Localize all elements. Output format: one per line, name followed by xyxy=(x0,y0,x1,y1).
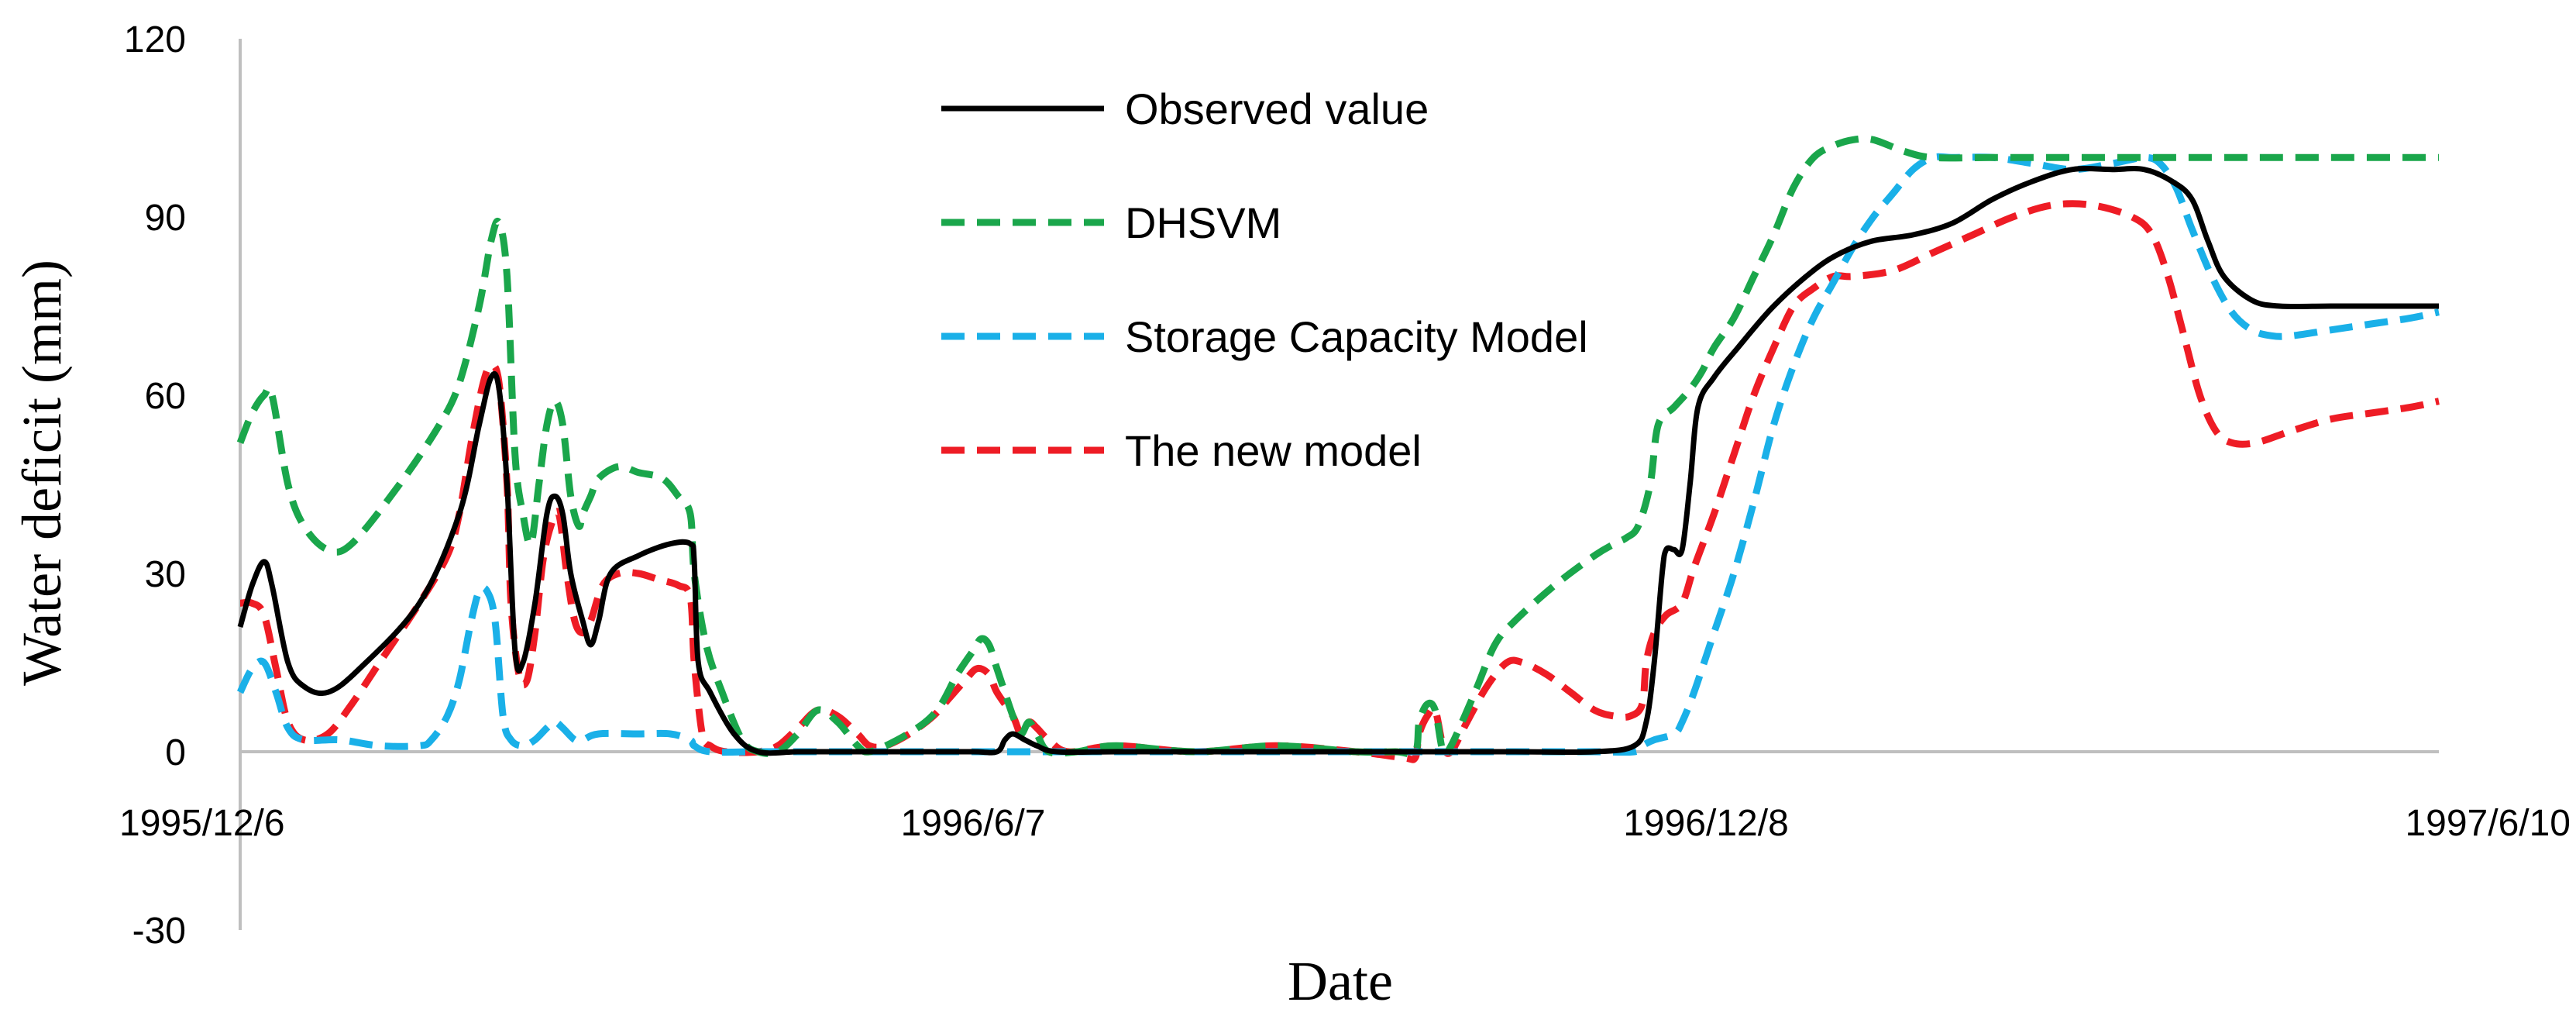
y-axis-title: Water deficit (mm) xyxy=(11,260,73,686)
legend-label-dhsvm: DHSVM xyxy=(1125,198,1281,247)
series-line-dhsvm xyxy=(236,135,2440,759)
x-tick-label: 1995/12/6 xyxy=(119,803,285,844)
x-tick-label: 1997/6/10 xyxy=(2405,803,2571,844)
y-tick-label: 90 xyxy=(145,198,186,239)
y-tick-label: 30 xyxy=(145,554,186,595)
legend-label-the-new-model: The new model xyxy=(1125,426,1422,475)
series-line-observed-value xyxy=(237,166,2439,756)
x-tick-label: 1996/6/7 xyxy=(901,803,1046,844)
legend-label-observed-value: Observed value xyxy=(1125,84,1429,133)
y-tick-label: -30 xyxy=(132,911,186,952)
x-axis-title: Date xyxy=(1288,950,1393,1012)
legend-label-storage-capacity-model: Storage Capacity Model xyxy=(1125,312,1588,361)
y-tick-label: 60 xyxy=(145,376,186,417)
y-tick-label: 0 xyxy=(165,732,186,773)
y-tick-label: 120 xyxy=(124,19,186,60)
x-tick-label: 1996/12/8 xyxy=(1623,803,1789,844)
